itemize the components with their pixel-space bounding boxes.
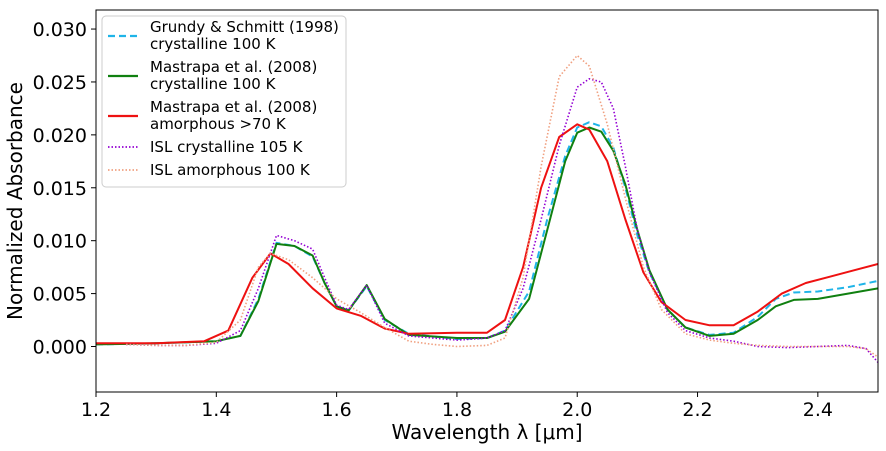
x-tick-label: 1.4 [201, 399, 231, 421]
series-line-mastrapa-et-al-2008-amorphous-70-k [96, 123, 878, 345]
y-axis-label: Normalized Absorbance [3, 82, 27, 320]
legend-entry-isl-amorphous-100-k: ISL amorphous 100 K [150, 161, 311, 179]
series-line-mastrapa-et-al-2008-crystalline-100-k [96, 126, 878, 346]
series-layer [96, 54, 878, 363]
legend-entry-grundy-schmitt-1998-crystalline-100-k: Grundy & Schmitt (1998) [150, 18, 339, 36]
x-tick-label: 2.4 [803, 399, 833, 421]
plot-frame [95, 9, 879, 393]
x-tick-label: 2.0 [562, 399, 592, 421]
legend-entry-isl-crystalline-105-k: ISL crystalline 105 K [150, 138, 304, 156]
x-tick-label: 1.8 [442, 399, 472, 421]
y-tick-label: 0.025 [33, 72, 87, 94]
y-tick-label: 0.015 [33, 178, 87, 200]
legend-entry-mastrapa-et-al-2008-amorphous-70-k: amorphous >70 K [150, 115, 287, 133]
legend-entry-mastrapa-et-al-2008-crystalline-100-k: crystalline 100 K [150, 75, 277, 93]
x-tick-label: 2.2 [682, 399, 712, 421]
x-tick-label: 1.2 [81, 399, 111, 421]
y-tick-label: 0.005 [33, 284, 87, 306]
legend: Grundy & Schmitt (1998)crystalline 100 K… [101, 15, 347, 188]
y-tick-label: 0.010 [33, 231, 87, 253]
x-axis: 1.2 1.4 1.6 1.8 2.0 2.2 2.4 [81, 392, 833, 421]
y-tick-label: 0.000 [33, 336, 87, 358]
legend-entry-mastrapa-et-al-2008-crystalline-100-k: Mastrapa et al. (2008) [150, 58, 317, 76]
y-tick-label: 0.030 [33, 19, 87, 41]
legend-entry-grundy-schmitt-1998-crystalline-100-k: crystalline 100 K [150, 35, 277, 53]
legend-box [101, 15, 347, 188]
legend-entry-mastrapa-et-al-2008-amorphous-70-k: Mastrapa et al. (2008) [150, 98, 317, 116]
x-tick-label: 1.6 [322, 399, 352, 421]
y-tick-label: 0.020 [33, 125, 87, 147]
y-axis: 0.000 0.005 0.010 0.015 0.020 0.025 0.030 [33, 19, 96, 358]
x-axis-label: Wavelength λ [μm] [391, 420, 582, 444]
series-line-isl-amorphous-100-k [126, 54, 878, 358]
